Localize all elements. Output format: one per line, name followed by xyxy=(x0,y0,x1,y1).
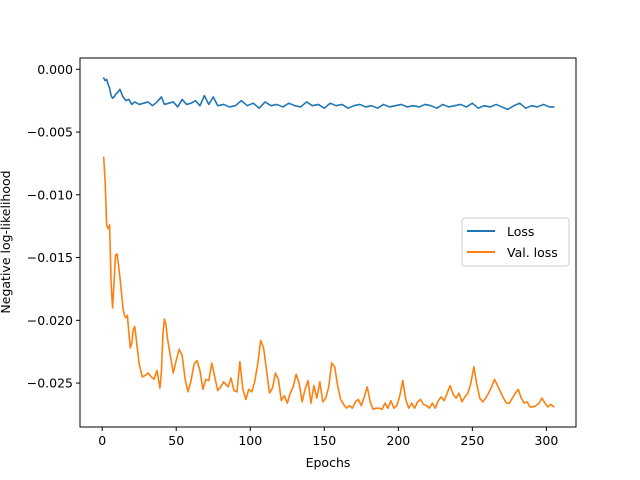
series-line-val-loss xyxy=(102,156,555,411)
y-tick-label: −0.010 xyxy=(27,187,73,202)
y-tick-label: −0.015 xyxy=(27,250,73,265)
legend-label-val-loss: Val. loss xyxy=(507,245,558,260)
y-tick-label: −0.020 xyxy=(27,313,73,328)
x-tick-label: 0 xyxy=(98,433,106,448)
x-tick-label: 100 xyxy=(238,433,262,448)
x-tick-label: 50 xyxy=(168,433,184,448)
x-tick-label: 150 xyxy=(312,433,336,448)
legend: Loss Val. loss xyxy=(461,217,570,267)
series-layer xyxy=(102,77,555,411)
y-tick-label: 0.000 xyxy=(37,62,73,77)
series-line-loss xyxy=(102,77,555,111)
legend-label-loss: Loss xyxy=(507,224,534,239)
x-axis: 0 50 100 150 200 250 300 xyxy=(98,427,558,448)
x-tick-label: 200 xyxy=(386,433,410,448)
y-tick-label: −0.005 xyxy=(27,125,73,140)
y-axis-label: Negative log-likelihood xyxy=(0,170,13,313)
x-tick-label: 300 xyxy=(534,433,558,448)
y-axis: 0.000 −0.005 −0.010 −0.015 −0.020 −0.025 xyxy=(27,62,80,391)
y-tick-label: −0.025 xyxy=(27,376,73,391)
x-tick-label: 250 xyxy=(460,433,484,448)
plot-frame xyxy=(79,57,577,428)
x-axis-label: Epochs xyxy=(306,455,351,470)
